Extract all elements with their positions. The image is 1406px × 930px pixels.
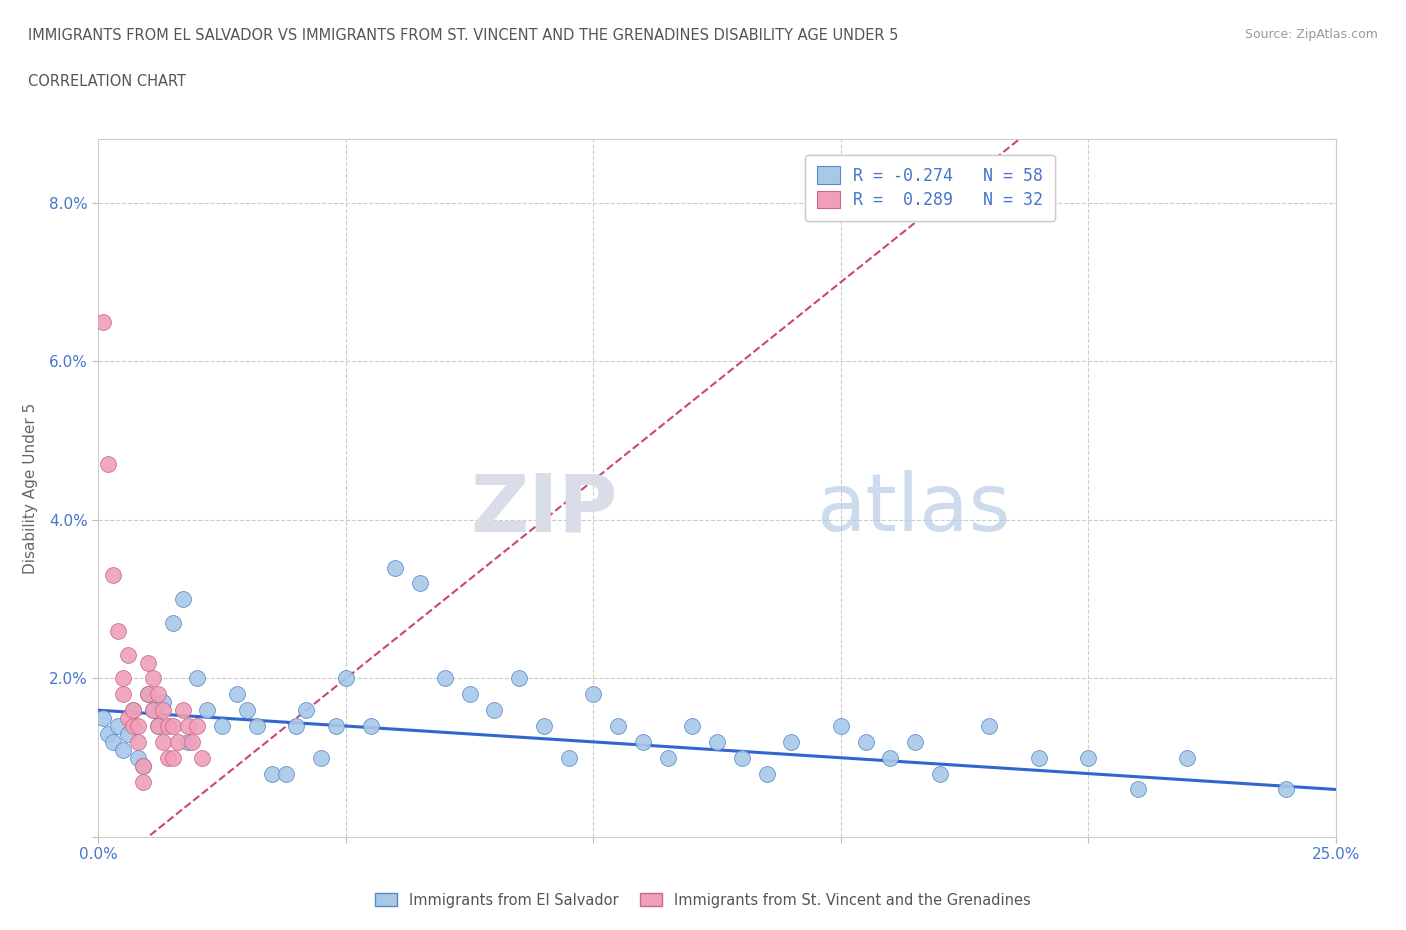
Point	[117, 726, 139, 741]
Point	[195, 703, 218, 718]
Legend: R = -0.274   N = 58, R =  0.289   N = 32: R = -0.274 N = 58, R = 0.289 N = 32	[806, 154, 1054, 221]
Legend: Immigrants from El Salvador, Immigrants from St. Vincent and the Grenadines: Immigrants from El Salvador, Immigrants …	[370, 886, 1036, 913]
Point	[706, 735, 728, 750]
Text: atlas: atlas	[815, 471, 1011, 548]
Point	[112, 687, 135, 702]
Point	[1126, 782, 1149, 797]
Point	[1175, 751, 1198, 765]
Point	[285, 719, 308, 734]
Y-axis label: Disability Age Under 5: Disability Age Under 5	[22, 403, 38, 574]
Point	[181, 735, 204, 750]
Point	[484, 703, 506, 718]
Point	[136, 655, 159, 670]
Point	[93, 314, 115, 329]
Point	[162, 751, 184, 765]
Point	[533, 719, 555, 734]
Point	[1077, 751, 1099, 765]
Point	[731, 751, 754, 765]
Text: Source: ZipAtlas.com: Source: ZipAtlas.com	[1244, 28, 1378, 41]
Point	[152, 695, 174, 710]
Point	[295, 703, 318, 718]
Point	[122, 703, 145, 718]
Point	[186, 719, 208, 734]
Point	[103, 735, 125, 750]
Point	[855, 735, 877, 750]
Point	[325, 719, 347, 734]
Point	[156, 719, 179, 734]
Point	[458, 687, 481, 702]
Text: CORRELATION CHART: CORRELATION CHART	[28, 74, 186, 89]
Point	[127, 735, 149, 750]
Point	[260, 766, 283, 781]
Point	[309, 751, 332, 765]
Point	[166, 735, 188, 750]
Point	[226, 687, 249, 702]
Point	[162, 616, 184, 631]
Point	[132, 774, 155, 789]
Point	[276, 766, 298, 781]
Point	[112, 671, 135, 686]
Point	[142, 671, 165, 686]
Point	[1275, 782, 1298, 797]
Point	[146, 719, 169, 734]
Point	[236, 703, 259, 718]
Point	[879, 751, 901, 765]
Text: IMMIGRANTS FROM EL SALVADOR VS IMMIGRANTS FROM ST. VINCENT AND THE GRENADINES DI: IMMIGRANTS FROM EL SALVADOR VS IMMIGRANT…	[28, 28, 898, 43]
Point	[162, 719, 184, 734]
Point	[191, 751, 214, 765]
Point	[409, 576, 432, 591]
Point	[681, 719, 703, 734]
Point	[132, 758, 155, 773]
Point	[146, 687, 169, 702]
Point	[127, 751, 149, 765]
Point	[112, 742, 135, 757]
Point	[152, 735, 174, 750]
Point	[142, 703, 165, 718]
Point	[97, 726, 120, 741]
Point	[557, 751, 579, 765]
Point	[176, 719, 198, 734]
Point	[146, 719, 169, 734]
Text: ZIP: ZIP	[471, 471, 619, 548]
Point	[631, 735, 654, 750]
Point	[93, 711, 115, 725]
Point	[176, 735, 198, 750]
Point	[1028, 751, 1050, 765]
Point	[152, 703, 174, 718]
Point	[122, 719, 145, 734]
Point	[122, 703, 145, 718]
Point	[780, 735, 803, 750]
Point	[246, 719, 269, 734]
Point	[136, 687, 159, 702]
Point	[384, 560, 406, 575]
Point	[830, 719, 852, 734]
Point	[132, 758, 155, 773]
Point	[103, 568, 125, 583]
Point	[755, 766, 778, 781]
Point	[335, 671, 357, 686]
Point	[172, 591, 194, 606]
Point	[117, 711, 139, 725]
Point	[582, 687, 605, 702]
Point	[107, 719, 129, 734]
Point	[142, 703, 165, 718]
Point	[508, 671, 530, 686]
Point	[107, 623, 129, 638]
Point	[117, 647, 139, 662]
Point	[186, 671, 208, 686]
Point	[607, 719, 630, 734]
Point	[136, 687, 159, 702]
Point	[127, 719, 149, 734]
Point	[97, 457, 120, 472]
Point	[979, 719, 1001, 734]
Point	[904, 735, 927, 750]
Point	[433, 671, 456, 686]
Point	[211, 719, 233, 734]
Point	[360, 719, 382, 734]
Point	[657, 751, 679, 765]
Point	[928, 766, 950, 781]
Point	[172, 703, 194, 718]
Point	[156, 751, 179, 765]
